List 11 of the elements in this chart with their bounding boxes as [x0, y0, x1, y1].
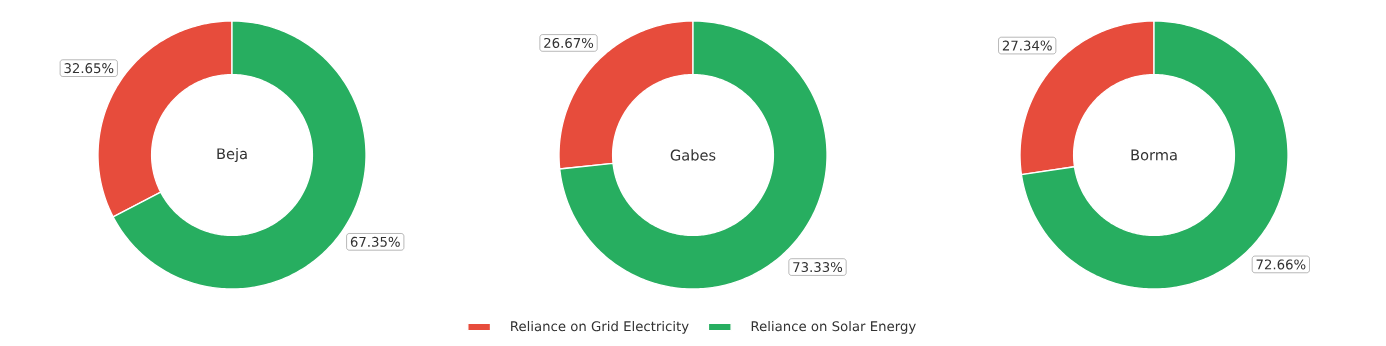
legend-label: Reliance on Solar Energy	[751, 320, 916, 334]
text: Beja	[217, 147, 247, 163]
data-label: 73.33%	[793, 262, 843, 273]
data-label: 32.65%	[64, 63, 114, 74]
text: Gabes	[670, 149, 716, 161]
text: Borma	[1131, 149, 1177, 161]
data-label: 26.67%	[544, 37, 594, 48]
legend-label: Reliance on Grid Electricity	[511, 320, 689, 334]
data-label: 67.35%	[350, 236, 400, 247]
data-label: 27.34%	[1002, 40, 1052, 51]
data-label: 72.66%	[1256, 259, 1306, 270]
